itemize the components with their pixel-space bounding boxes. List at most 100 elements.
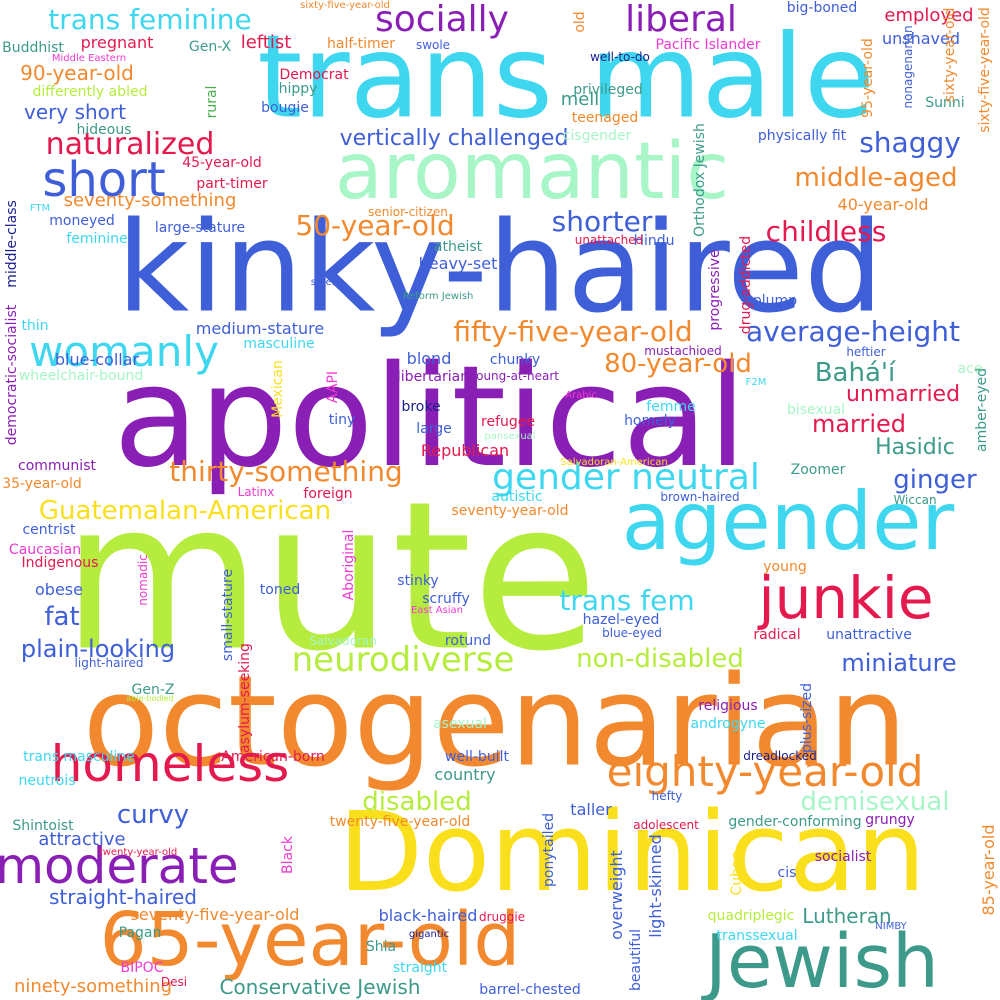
cloud-word: differently abled (32, 84, 148, 100)
cloud-word: brown-haired (660, 490, 740, 504)
cloud-word: large (416, 421, 452, 437)
cloud-word: large-stature (154, 220, 246, 236)
cloud-word: taller (570, 800, 612, 819)
cloud-word: scruffy (422, 591, 470, 607)
cloud-word: womanly (29, 327, 219, 376)
cloud-word: physically fit (757, 128, 847, 144)
cloud-word: trans fem (559, 584, 695, 617)
cloud-word: Shintoist (12, 818, 74, 834)
cloud-word: cisgender (562, 128, 632, 144)
cloud-word: druggie (478, 910, 526, 924)
cloud-word: broke (401, 399, 441, 415)
cloud-word: sixty-five-year-old (300, 0, 390, 11)
cloud-word: ninety-something (13, 976, 173, 997)
cloud-word: Salvadoran (309, 634, 377, 648)
cloud-word: liberal (625, 0, 737, 40)
cloud-word: Sunni (925, 95, 965, 111)
cloud-word: Lutheran (802, 904, 892, 928)
cloud-word: F2M (745, 377, 767, 388)
cloud-word: gender-conforming (728, 814, 862, 830)
cloud-word: middle-class (4, 200, 20, 288)
cloud-word: socialist (814, 849, 872, 865)
cloud-word: ponytailed (541, 813, 557, 887)
cloud-word: Jewish (705, 919, 939, 1000)
cloud-word: blue-collar (54, 350, 140, 369)
cloud-word: heavy-set (418, 254, 498, 273)
cloud-word: masculine (243, 336, 315, 352)
cloud-word: smelly (310, 277, 344, 288)
cloud-word: Indigenous (21, 555, 99, 571)
cloud-word: trans feminine (48, 3, 252, 36)
cloud-word: twenty-year-old (98, 847, 178, 858)
cloud-word: 65-year-old (99, 897, 521, 983)
cloud-word: socially (375, 0, 509, 40)
cloud-word: Shia (365, 939, 397, 955)
cloud-word: octogenarian (82, 649, 908, 795)
cloud-word: Republican (420, 441, 510, 460)
cloud-word: refugee (481, 414, 535, 430)
cloud-word: medium-stature (195, 319, 325, 338)
cloud-word: heftier (846, 345, 886, 359)
cloud-word: American-born (221, 749, 325, 765)
cloud-word: shorter (551, 205, 653, 238)
cloud-word: BIPOC (120, 960, 164, 976)
cloud-word: disabled (362, 787, 472, 817)
cloud-word: mustachioed (644, 344, 722, 358)
cloud-word: light-skinned (646, 834, 665, 938)
cloud-word: Cuban (729, 850, 745, 896)
cloud-word: swole (415, 38, 451, 52)
cloud-word: attractive (38, 829, 126, 850)
cloud-word: average-height (746, 315, 960, 348)
cloud-word: Middle Eastern (51, 53, 127, 64)
cloud-word: teenaged (571, 110, 639, 126)
cloud-word: twenty-five-year-old (329, 814, 471, 830)
cloud-word: Bahá'í (814, 358, 896, 388)
cloud-word: naturalized (45, 127, 215, 162)
cloud-word: trans masculine (23, 749, 135, 765)
cloud-word: Desi (160, 975, 188, 989)
cloud-word: moderate (0, 837, 239, 895)
cloud-word: democratic-socialist (4, 304, 20, 446)
cloud-word: autistic (491, 489, 543, 505)
cloud-word: blond (406, 349, 452, 368)
cloud-word: trans male (257, 10, 875, 145)
cloud-word: straight-haired (49, 885, 197, 909)
cloud-word: nonagenarian (901, 25, 915, 109)
cloud-word: non-disabled (576, 644, 744, 674)
cloud-word: country (434, 765, 496, 784)
cloud-word: dreadlocked (743, 749, 817, 763)
cloud-word: asexual (433, 716, 487, 732)
cloud-word: half-timer (327, 36, 395, 52)
cloud-word: Conservative Jewish (219, 975, 421, 999)
cloud-word: sixty-five-year-old (977, 7, 993, 133)
cloud-word: big-boned (786, 0, 858, 16)
cloud-word: mell (560, 89, 600, 110)
cloud-word: sixty-year-old (942, 7, 958, 103)
cloud-word: plus-sized (799, 682, 815, 754)
cloud-word: 80-year-old (604, 349, 752, 379)
cloud-word: AAPI (325, 370, 341, 404)
cloud-word: wheelchair-bound (18, 368, 144, 384)
cloud-word: Salvadoran-American (560, 457, 668, 468)
cloud-word: androgyne (690, 716, 766, 732)
cloud-word: nomadic (136, 554, 150, 606)
cloud-word: chunky (489, 352, 541, 368)
cloud-word: centrist (22, 522, 76, 538)
cloud-word: unattached (574, 233, 644, 247)
cloud-word: seventy-year-old (451, 503, 569, 519)
cloud-word: aromantic (334, 127, 730, 217)
cloud-word: 45-year-old (182, 155, 262, 171)
cloud-word: Caucasian (8, 542, 82, 558)
cloud-word: Pagan (118, 925, 162, 941)
cloud-word: seventy-something (63, 190, 237, 211)
cloud-word: thirty-something (169, 455, 403, 488)
cloud-word: leftist (240, 32, 292, 53)
cloud-word: hefty (651, 789, 683, 803)
cloud-word: shaggy (859, 126, 961, 159)
cloud-word: neutrois (18, 773, 76, 789)
cloud-word: ace (957, 361, 983, 377)
cloud-word: moneyed (49, 213, 115, 229)
cloud-word: overweight (607, 850, 626, 940)
cloud-word: beautiful (628, 928, 644, 992)
